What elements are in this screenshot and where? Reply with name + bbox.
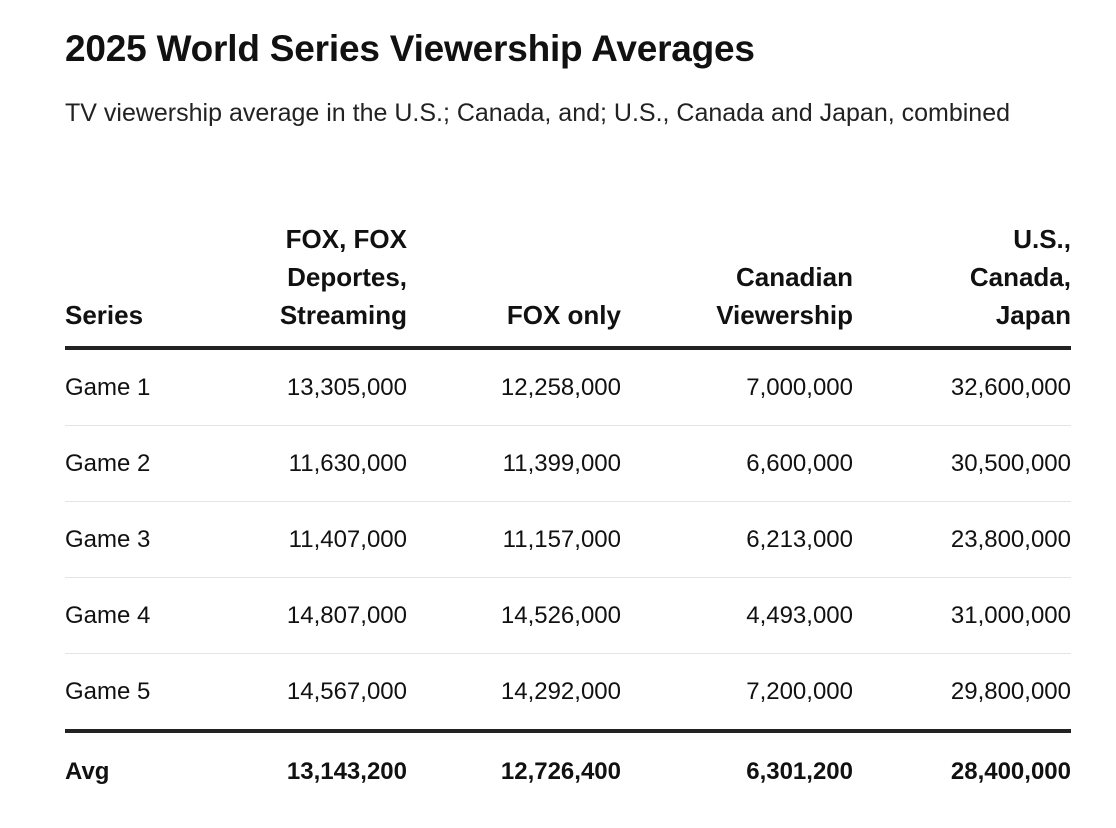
table-cell: 14,807,000 [230,577,407,654]
column-header-line: Deportes, [287,262,407,292]
table-cell: 11,407,000 [230,501,407,578]
chart-title: 2025 World Series Viewership Averages [65,28,755,69]
table-row: Game 3 11,407,000 11,157,000 6,213,000 23,80… [65,501,1071,578]
column-header-line: Canada, [969,262,1071,292]
table-cell: 13,143,200 [286,758,407,785]
row-label: Game 2 [65,425,230,502]
column-header: U.S., Canada, Japan [853,220,1071,350]
table-cell: 31,000,000 [853,577,1071,654]
table-cell: 4,493,000 [621,577,853,654]
table-cell: 6,301,200 [746,758,853,785]
table-row: Game 1 13,305,000 12,258,000 7,000,000 32,60… [65,348,1071,426]
table-cell: 14,567,000 [230,653,407,733]
header-row: Series FOX, FOX Deportes, Streaming FOX only… [65,220,1071,350]
column-header-line: FOX, FOX [285,224,407,254]
column-header-line: Streaming [279,300,407,330]
column-header: Series [65,220,230,350]
table-row: Game 4 14,807,000 14,526,000 4,493,000 31,00… [65,577,1071,654]
row-label: Game 1 [65,348,230,426]
column-header-line: Viewership [716,300,853,330]
column-header: Canadian Viewership [621,220,853,350]
average-row: Avg 13,143,200 12,726,400 6,301,200 28,400,0… [65,731,1071,811]
table-cell: 7,000,000 [621,348,853,426]
table-cell: 12,726,400 [500,758,621,785]
column-header: FOX, FOX Deportes, Streaming [230,220,407,350]
viewership-table: Series FOX, FOX Deportes, Streaming FOX only… [65,220,1071,811]
table-cell: 14,526,000 [407,577,621,654]
table-cell: 11,399,000 [407,425,621,502]
table-cell: 12,258,000 [407,348,621,426]
column-header-line: Canadian [735,262,853,292]
row-label: Game 3 [65,501,230,578]
table-cell: 28,400,000 [950,758,1071,785]
table-cell: 29,800,000 [853,653,1071,733]
column-header-line: Japan [995,300,1071,330]
table-row: Game 5 14,567,000 14,292,000 7,200,000 29,80… [65,653,1071,733]
table-cell: 32,600,000 [853,348,1071,426]
column-header-line: FOX only [506,300,621,330]
row-label: Game 4 [65,577,230,654]
chart-subtitle: TV viewership average in the U.S.; Canad… [65,99,1011,127]
table-cell: 30,500,000 [853,425,1071,502]
table-cell: 23,800,000 [853,501,1071,578]
table-cell: 14,292,000 [407,653,621,733]
table-cell: 6,600,000 [621,425,853,502]
row-label: Game 5 [65,653,230,733]
column-header: FOX only [407,220,621,350]
column-header-line: U.S., [1013,224,1071,254]
table-cell: 11,157,000 [407,501,621,578]
table-cell: 7,200,000 [621,653,853,733]
table-cell: 6,213,000 [621,501,853,578]
table-cell: 11,630,000 [230,425,407,502]
row-label: Avg [65,758,110,785]
column-header-line: Series [65,300,144,330]
table-cell: 13,305,000 [230,348,407,426]
table-row: Game 2 11,630,000 11,399,000 6,600,000 30,50… [65,425,1071,502]
